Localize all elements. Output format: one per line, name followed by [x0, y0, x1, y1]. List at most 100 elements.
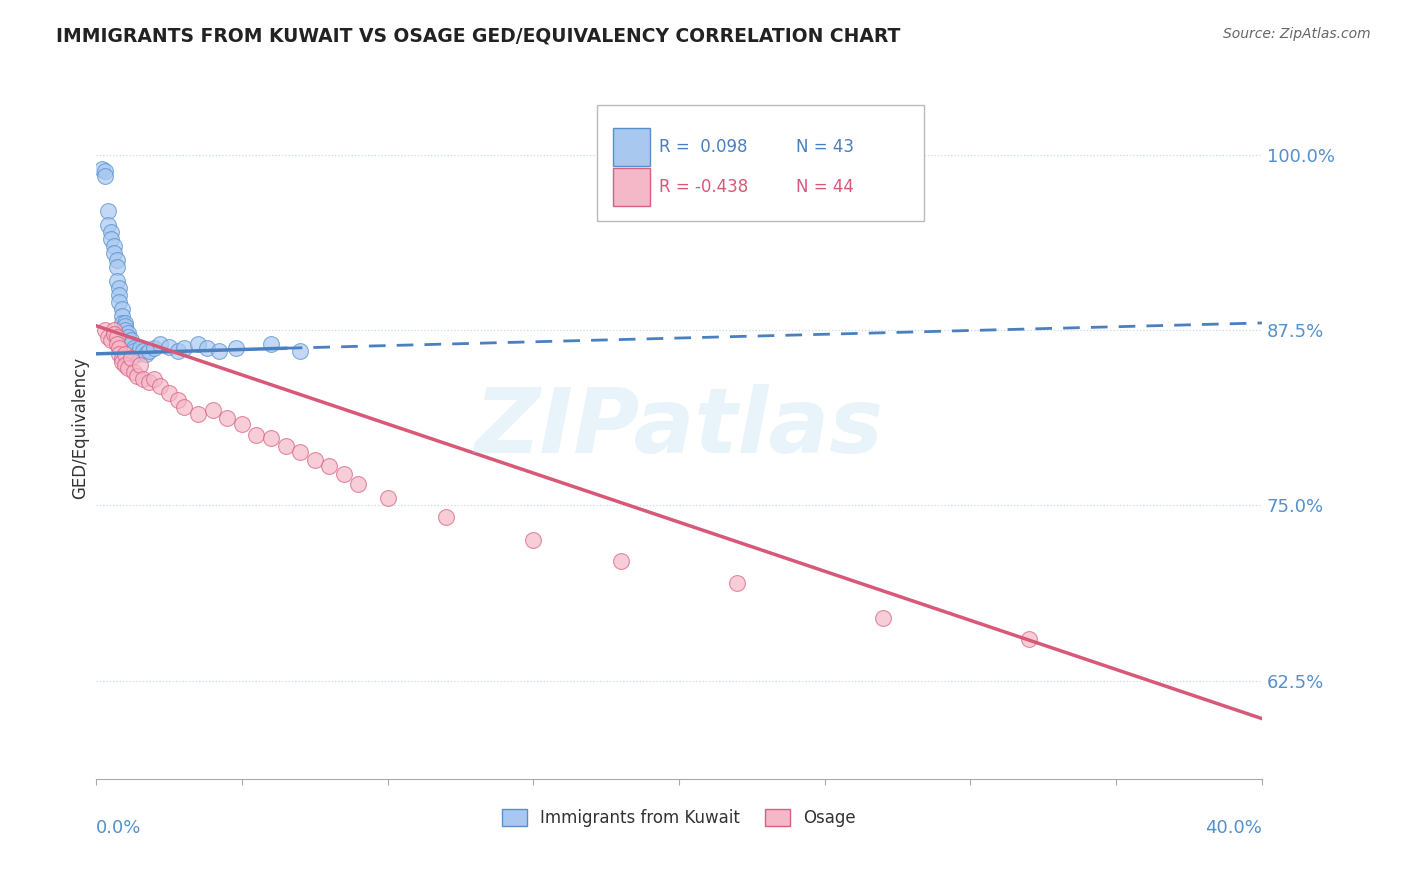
Point: [201, 403, 224, 417]
Point: [114, 323, 136, 337]
Point: [111, 301, 134, 316]
Y-axis label: GED/Equivalency: GED/Equivalency: [72, 357, 89, 500]
Point: [135, 347, 157, 361]
Point: [157, 340, 180, 354]
Point: [108, 294, 131, 309]
Point: [103, 245, 125, 260]
Point: [105, 337, 128, 351]
Point: [149, 379, 172, 393]
Point: [872, 610, 894, 624]
Point: [103, 323, 125, 337]
Point: [120, 337, 142, 351]
Point: [120, 351, 142, 365]
Point: [103, 239, 125, 253]
Point: [114, 347, 136, 361]
Point: [522, 533, 544, 548]
Text: IMMIGRANTS FROM KUWAIT VS OSAGE GED/EQUIVALENCY CORRELATION CHART: IMMIGRANTS FROM KUWAIT VS OSAGE GED/EQUI…: [56, 27, 901, 45]
Point: [347, 477, 370, 491]
Point: [245, 428, 267, 442]
Point: [94, 169, 117, 183]
Point: [105, 252, 128, 267]
Point: [132, 372, 155, 386]
Point: [173, 341, 195, 355]
Point: [108, 288, 131, 302]
Point: [125, 347, 148, 361]
Point: [333, 467, 356, 482]
Text: 40.0%: 40.0%: [1205, 819, 1263, 837]
Point: [138, 375, 160, 389]
Point: [111, 316, 134, 330]
Point: [143, 372, 166, 386]
Point: [217, 411, 239, 425]
Point: [105, 274, 128, 288]
Point: [173, 400, 195, 414]
Point: [166, 344, 188, 359]
Point: [610, 554, 633, 568]
FancyBboxPatch shape: [598, 105, 924, 221]
Point: [114, 318, 136, 333]
Point: [117, 326, 139, 340]
Text: ZIPatlas: ZIPatlas: [475, 384, 883, 472]
Point: [187, 407, 209, 421]
Point: [274, 439, 297, 453]
Point: [111, 309, 134, 323]
Point: [132, 344, 155, 359]
Point: [100, 232, 122, 246]
Point: [225, 341, 247, 355]
Point: [114, 316, 136, 330]
Point: [129, 358, 152, 372]
Point: [166, 393, 188, 408]
Point: [105, 330, 128, 344]
Text: Source: ZipAtlas.com: Source: ZipAtlas.com: [1223, 27, 1371, 41]
Point: [94, 164, 117, 178]
Text: R =  0.098: R = 0.098: [659, 138, 748, 156]
Point: [129, 341, 152, 355]
Point: [122, 344, 145, 359]
Point: [260, 337, 283, 351]
Point: [725, 575, 748, 590]
Point: [1018, 632, 1040, 646]
Point: [122, 341, 145, 355]
Point: [149, 337, 172, 351]
Point: [108, 281, 131, 295]
Text: N = 43: N = 43: [796, 138, 853, 156]
Point: [103, 327, 125, 342]
Point: [114, 358, 136, 372]
Point: [195, 341, 218, 355]
Point: [100, 333, 122, 347]
Point: [111, 351, 134, 365]
Point: [377, 491, 399, 506]
Point: [94, 323, 117, 337]
Point: [318, 458, 340, 473]
Point: [157, 386, 180, 401]
Point: [207, 344, 229, 359]
Point: [231, 417, 253, 431]
Point: [434, 509, 457, 524]
Text: R = -0.438: R = -0.438: [659, 178, 748, 196]
Point: [120, 333, 142, 347]
Point: [125, 369, 148, 384]
Point: [100, 225, 122, 239]
Point: [187, 337, 209, 351]
Point: [111, 355, 134, 369]
FancyBboxPatch shape: [613, 169, 650, 206]
Point: [290, 445, 312, 459]
Point: [143, 341, 166, 355]
Point: [97, 330, 120, 344]
Point: [304, 453, 326, 467]
Text: N = 44: N = 44: [796, 178, 853, 196]
Point: [97, 203, 120, 218]
Point: [290, 344, 312, 359]
Point: [138, 344, 160, 359]
Point: [117, 330, 139, 344]
Point: [108, 347, 131, 361]
Point: [97, 218, 120, 232]
Point: [105, 260, 128, 274]
Legend: Immigrants from Kuwait, Osage: Immigrants from Kuwait, Osage: [495, 802, 863, 834]
Point: [122, 365, 145, 379]
Point: [91, 161, 114, 176]
Text: 0.0%: 0.0%: [96, 819, 142, 837]
FancyBboxPatch shape: [613, 128, 650, 166]
Point: [260, 431, 283, 445]
Point: [117, 360, 139, 375]
